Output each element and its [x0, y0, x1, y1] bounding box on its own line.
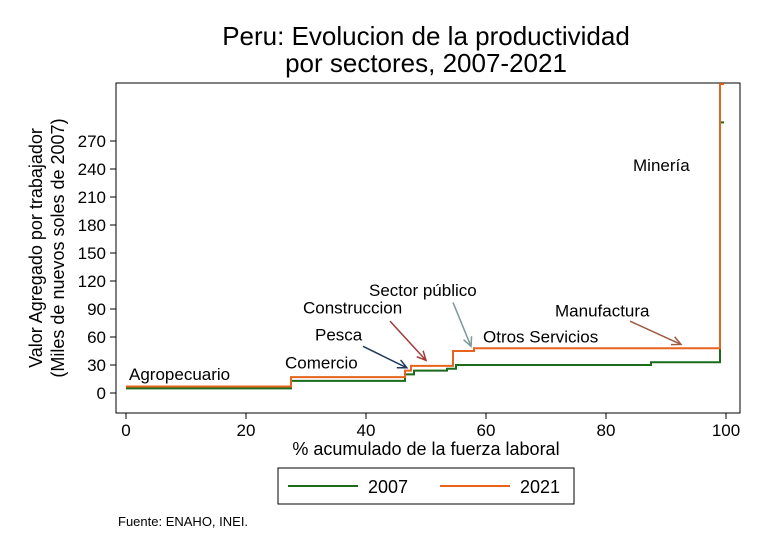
- annotation-arrow: [452, 302, 473, 348]
- chart-title-line-1: Peru: Evolucion de la productividad: [222, 21, 630, 51]
- series-lines: [126, 83, 724, 390]
- sector-label: Minería: [633, 156, 690, 175]
- plot-area: [115, 82, 741, 414]
- x-axis: 0 20 40 60 80 100: [121, 413, 740, 440]
- y-tick-label: 90: [87, 300, 106, 319]
- sector-label: Sector público: [369, 281, 477, 300]
- y-tick-label: 150: [78, 244, 106, 263]
- source-note: Fuente: ENAHO, INEI.: [118, 514, 248, 529]
- y-axis: 0 30 60 90 120 150 180 210 240 270: [78, 132, 116, 403]
- sector-label: Pesca: [315, 326, 363, 345]
- y-tick-label: 270: [78, 132, 106, 151]
- sector-label: Construccion: [303, 299, 402, 318]
- chart-title-line-2: por sectores, 2007-2021: [285, 48, 567, 78]
- legend-label-2021: 2021: [520, 477, 560, 497]
- annotation-arrow: [629, 320, 683, 346]
- y-tick-label: 120: [78, 272, 106, 291]
- y-tick-label: 180: [78, 216, 106, 235]
- annotation-arrows: [362, 302, 683, 369]
- sector-label: Manufactura: [555, 301, 650, 320]
- legend: 2007 2021: [277, 467, 575, 505]
- y-tick-label: 30: [87, 356, 106, 375]
- y-tick-label: 0: [97, 384, 106, 403]
- sector-annotations: Agropecuario Comercio Pesca ConstruccionSec…: [129, 156, 690, 384]
- x-tick-label: 80: [597, 421, 616, 440]
- x-tick-label: 60: [477, 421, 496, 440]
- x-tick-label: 40: [357, 421, 376, 440]
- x-tick-label: 20: [237, 421, 256, 440]
- sector-label: Otros Servicios: [483, 328, 598, 347]
- x-axis-label: % acumulado de la fuerza laboral: [292, 439, 559, 459]
- sector-label: Comercio: [285, 354, 358, 373]
- annotation-arrow: [362, 345, 409, 369]
- x-tick-label: 0: [121, 421, 130, 440]
- y-axis-label-line-2: (Miles de nuevos soles de 2007): [48, 118, 68, 377]
- legend-label-2007: 2007: [368, 477, 408, 497]
- annotation-arrow: [389, 320, 428, 362]
- series-line-2007: [126, 121, 724, 390]
- y-tick-label: 210: [78, 188, 106, 207]
- x-tick-label: 100: [712, 421, 740, 440]
- series-line-2021: [126, 83, 724, 388]
- y-tick-label: 60: [87, 328, 106, 347]
- y-tick-label: 240: [78, 160, 106, 179]
- sector-label: Agropecuario: [129, 365, 230, 384]
- y-axis-label-line-1: Valor Agregado por trabajador: [26, 128, 46, 368]
